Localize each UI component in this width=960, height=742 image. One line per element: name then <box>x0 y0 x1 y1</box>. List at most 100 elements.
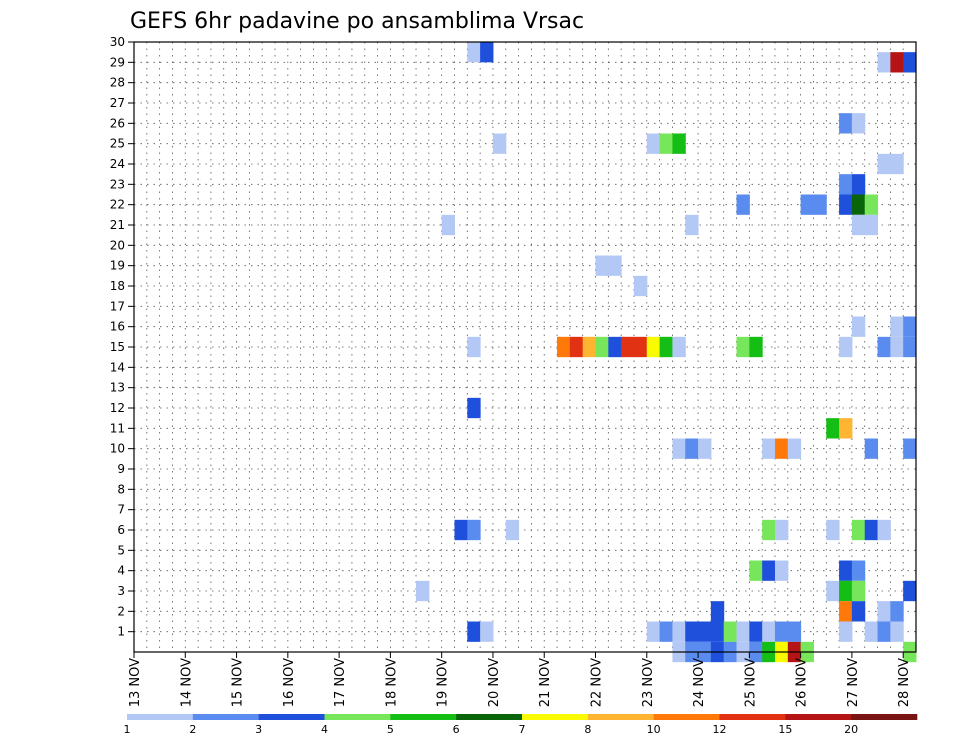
heatmap-cell <box>851 214 866 236</box>
colorbar-label: 12 <box>713 723 727 736</box>
heatmap-cell <box>877 601 891 622</box>
heatmap-cell <box>569 336 584 358</box>
heatmap-cell <box>864 438 879 459</box>
heatmap-cell <box>441 214 455 236</box>
y-tick-label: 7 <box>117 503 125 517</box>
colorbar-label: 2 <box>189 723 196 736</box>
heatmap-cell <box>864 194 879 215</box>
y-tick-label: 26 <box>110 116 125 130</box>
data-cells <box>416 42 917 663</box>
y-tick-label: 17 <box>110 299 125 313</box>
colorbar-label: 8 <box>584 723 591 736</box>
heatmap-cell <box>467 336 481 358</box>
y-tick-label: 16 <box>110 320 125 334</box>
heatmap-cell <box>698 621 712 642</box>
y-tick-label: 19 <box>110 259 125 273</box>
heatmap-cell <box>839 113 853 134</box>
heatmap-cell <box>903 316 917 337</box>
heatmap-cell <box>864 621 879 642</box>
heatmap-cell <box>480 621 494 642</box>
heatmap-cell <box>723 621 738 642</box>
heatmap-cell <box>608 255 622 276</box>
colorbar-swatch <box>785 714 852 720</box>
heatmap-cell <box>492 133 507 154</box>
heatmap-cell <box>839 560 853 581</box>
x-tick-label: 16 NOV <box>282 658 297 707</box>
heatmap-cell <box>710 601 725 622</box>
y-tick-label: 22 <box>110 198 125 212</box>
heatmap-cell <box>480 42 494 63</box>
y-tick-label: 4 <box>117 564 125 578</box>
heatmap-cell <box>839 621 853 642</box>
heatmap-cell <box>851 560 866 581</box>
heatmap-cell <box>877 621 891 642</box>
y-tick-label: 8 <box>117 482 125 496</box>
colorbar-swatch <box>851 714 918 720</box>
x-tick-label: 14 NOV <box>179 658 194 707</box>
y-tick-label: 27 <box>110 96 125 110</box>
x-tick-label: 18 NOV <box>384 658 399 707</box>
colorbar-swatch <box>522 714 589 720</box>
y-tick-label: 25 <box>110 137 125 151</box>
heatmap-cell <box>749 336 763 358</box>
heatmap-cell <box>890 601 904 622</box>
heatmap-cell <box>595 255 609 276</box>
heatmap-cell <box>826 580 840 602</box>
y-tick-label: 30 <box>110 35 125 49</box>
y-tick-label: 1 <box>117 625 125 639</box>
heatmap-cell <box>467 519 481 541</box>
colorbar-label: 6 <box>453 723 460 736</box>
heatmap-cell <box>672 133 686 154</box>
y-tick-label: 10 <box>110 442 125 456</box>
heatmap-cell <box>800 194 814 215</box>
heatmap-cell <box>762 438 776 459</box>
heatmap-cell <box>774 438 789 459</box>
heatmap-cell <box>736 194 750 215</box>
heatmap-cell <box>762 519 776 541</box>
heatmap-cell <box>851 174 866 195</box>
colorbar-label: 10 <box>647 723 661 736</box>
colorbar-label: 4 <box>321 723 328 736</box>
x-tick-label: 24 NOV <box>692 658 707 707</box>
heatmap-cell <box>890 316 904 337</box>
heatmap-cell <box>672 621 686 642</box>
heatmap-cell <box>736 621 750 642</box>
colorbar-label: 1 <box>124 723 131 736</box>
heatmap-cell <box>467 397 481 419</box>
heatmap-cell <box>903 52 917 73</box>
heatmap-cell <box>877 519 891 541</box>
heatmap-cell <box>646 621 661 642</box>
heatmap-cell <box>762 560 776 581</box>
y-tick-label: 24 <box>110 157 125 171</box>
heatmap-cell <box>903 438 917 459</box>
heatmap-cell <box>749 621 763 642</box>
colorbar-swatch <box>456 714 523 720</box>
x-tick-label: 20 NOV <box>487 658 502 707</box>
heatmap-cell <box>749 560 763 581</box>
x-axis: 13 NOV 14 NOV 15 NOV 16 NOV 17 NOV 18 NOV 19 N… <box>128 652 912 707</box>
colorbar-legend: 1 2 3 4 5 6 7 8 10 12 15 20 <box>124 714 918 736</box>
heatmap-cell <box>467 621 481 642</box>
heatmap-cell <box>454 519 468 541</box>
y-tick-label: 13 <box>110 381 125 395</box>
heatmap-cell <box>505 519 520 541</box>
colorbar-label: 7 <box>519 723 526 736</box>
y-tick-label: 11 <box>110 421 125 435</box>
heatmap-cell <box>467 42 481 63</box>
heatmap-cell <box>557 336 571 358</box>
heatmap-cell <box>698 438 712 459</box>
colorbar-swatch <box>127 714 194 720</box>
heatmap-cell <box>736 336 750 358</box>
y-tick-label: 23 <box>110 177 125 191</box>
heatmap-cell <box>685 214 699 236</box>
y-tick-label: 5 <box>117 543 125 557</box>
heatmap-cell <box>877 52 891 73</box>
heatmap-cell <box>595 336 609 358</box>
heatmap-cell <box>685 621 699 642</box>
heatmap-cell <box>659 336 673 358</box>
chart-title: GEFS 6hr padavine po ansamblima Vrsac <box>130 9 584 34</box>
x-tick-label: 26 NOV <box>795 658 810 707</box>
colorbar-swatch <box>653 714 720 720</box>
y-tick-label: 15 <box>110 340 125 354</box>
